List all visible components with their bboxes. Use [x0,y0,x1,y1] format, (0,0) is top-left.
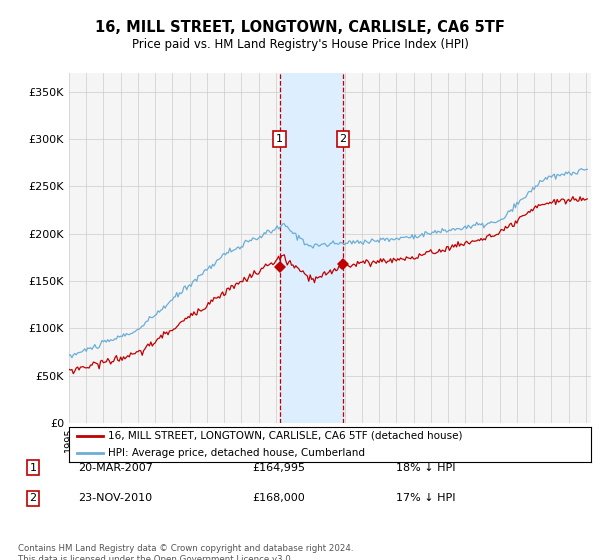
Text: HPI: Average price, detached house, Cumberland: HPI: Average price, detached house, Cumb… [108,449,365,458]
Text: 1: 1 [276,134,283,144]
Text: 20-MAR-2007: 20-MAR-2007 [78,463,153,473]
Text: 23-NOV-2010: 23-NOV-2010 [78,493,152,503]
Text: 16, MILL STREET, LONGTOWN, CARLISLE, CA6 5TF (detached house): 16, MILL STREET, LONGTOWN, CARLISLE, CA6… [108,431,463,441]
Text: £164,995: £164,995 [252,463,305,473]
Text: 18% ↓ HPI: 18% ↓ HPI [396,463,455,473]
Text: £168,000: £168,000 [252,493,305,503]
Text: Contains HM Land Registry data © Crown copyright and database right 2024.
This d: Contains HM Land Registry data © Crown c… [18,544,353,560]
Bar [280,73,343,423]
Text: 1: 1 [29,463,37,473]
Text: Price paid vs. HM Land Registry's House Price Index (HPI): Price paid vs. HM Land Registry's House … [131,38,469,50]
Text: 17% ↓ HPI: 17% ↓ HPI [396,493,455,503]
Text: 2: 2 [340,134,346,144]
Text: 2: 2 [29,493,37,503]
Text: 16, MILL STREET, LONGTOWN, CARLISLE, CA6 5TF: 16, MILL STREET, LONGTOWN, CARLISLE, CA6… [95,20,505,35]
